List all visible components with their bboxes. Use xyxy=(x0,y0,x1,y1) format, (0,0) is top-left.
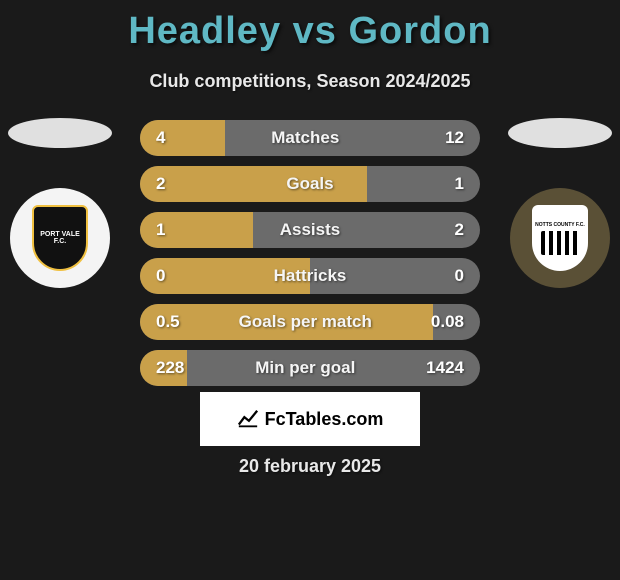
date-text: 20 february 2025 xyxy=(0,456,620,477)
stat-right-value: 1424 xyxy=(426,358,464,378)
stat-left-value: 0 xyxy=(156,266,165,286)
stat-label: Assists xyxy=(280,220,340,240)
right-club-badge: NOTTS COUNTY F.C. xyxy=(510,188,610,288)
stat-label: Hattricks xyxy=(274,266,347,286)
stat-right-value: 2 xyxy=(455,220,464,240)
stat-row: 1 Assists 2 xyxy=(140,212,480,248)
stat-row: 4 Matches 12 xyxy=(140,120,480,156)
stat-right-value: 1 xyxy=(455,174,464,194)
stat-right-value: 0.08 xyxy=(431,312,464,332)
stat-left-value: 4 xyxy=(156,128,165,148)
stat-left-value: 228 xyxy=(156,358,184,378)
stat-label: Goals per match xyxy=(239,312,372,332)
stat-row: 228 Min per goal 1424 xyxy=(140,350,480,386)
player-photo-placeholder xyxy=(8,118,112,148)
stat-label: Matches xyxy=(271,128,339,148)
stat-label: Goals xyxy=(286,174,333,194)
shield-icon: NOTTS COUNTY F.C. xyxy=(532,205,588,271)
stat-left-value: 1 xyxy=(156,220,165,240)
club-name-text: NOTTS COUNTY F.C. xyxy=(535,222,585,228)
left-player-slot: PORT VALE F.C. xyxy=(0,118,120,288)
stat-right-value: 0 xyxy=(455,266,464,286)
stat-label: Min per goal xyxy=(255,358,355,378)
page-title: Headley vs Gordon xyxy=(0,0,620,53)
stat-left-value: 2 xyxy=(156,174,165,194)
stat-row: 0 Hattricks 0 xyxy=(140,258,480,294)
branding-box[interactable]: FcTables.com xyxy=(200,392,420,446)
left-club-badge: PORT VALE F.C. xyxy=(10,188,110,288)
right-player-slot: NOTTS COUNTY F.C. xyxy=(500,118,620,288)
stat-left-value: 0.5 xyxy=(156,312,180,332)
stat-row: 2 Goals 1 xyxy=(140,166,480,202)
branding-text: FcTables.com xyxy=(265,409,384,430)
chart-icon xyxy=(237,408,259,430)
player-photo-placeholder xyxy=(508,118,612,148)
stats-container: 4 Matches 12 2 Goals 1 1 Assists 2 0 Hattricks 0 0.5… xyxy=(140,120,480,396)
club-name-text: PORT VALE F.C. xyxy=(34,231,86,245)
stripes-icon xyxy=(541,231,579,255)
subtitle: Club competitions, Season 2024/2025 xyxy=(0,71,620,92)
stat-right-value: 12 xyxy=(445,128,464,148)
stat-left-fill xyxy=(140,120,225,156)
shield-icon: PORT VALE F.C. xyxy=(32,205,88,271)
stat-row: 0.5 Goals per match 0.08 xyxy=(140,304,480,340)
